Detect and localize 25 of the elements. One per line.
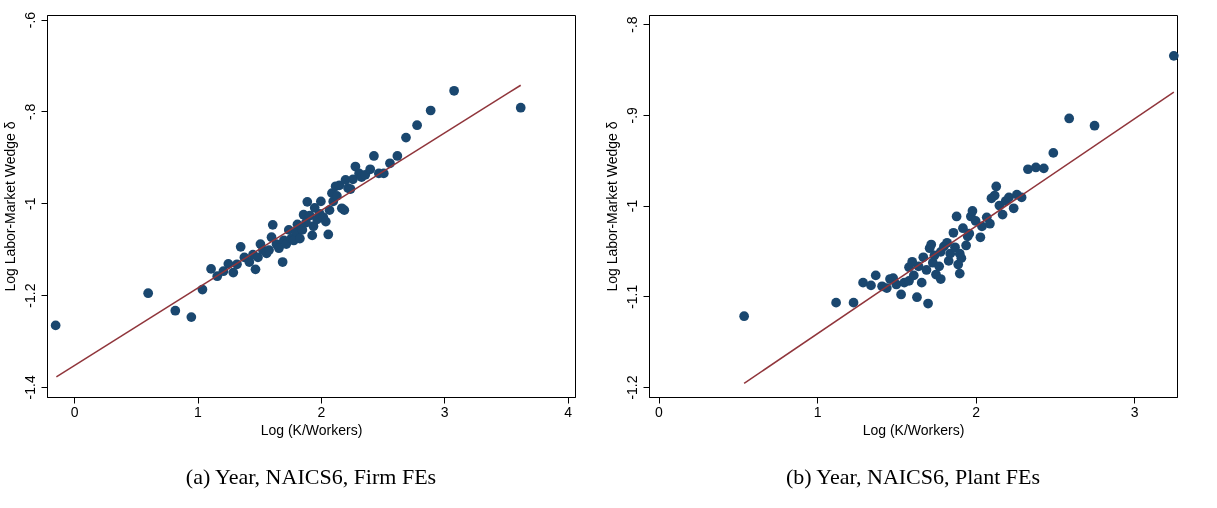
x-tick-label: 1 <box>194 403 203 420</box>
y-tick-label: -.9 <box>623 106 640 124</box>
x-tick-label: 1 <box>813 403 822 420</box>
y-tick-label: -1 <box>623 199 640 213</box>
x-tick-label: 0 <box>655 403 664 420</box>
x-tick-label: 4 <box>564 403 573 420</box>
y-tick-label: -1.1 <box>623 284 640 309</box>
y-tick-label: -1.4 <box>21 375 38 400</box>
y-tick-label: -.8 <box>21 103 38 121</box>
y-tick-label: -1 <box>21 197 38 210</box>
y-tick-label: -1.2 <box>21 283 38 308</box>
text: (b) Year, NAICS6, Plant FEs <box>786 464 1040 489</box>
x-axis-title: Log (K/Workers) <box>260 421 363 438</box>
y-tick-label: -.6 <box>21 11 38 29</box>
x-tick-label: 2 <box>317 403 326 420</box>
y-axis-title: Log Labor-Market Wedge δ <box>1 121 18 292</box>
x-tick-label: 3 <box>440 403 449 420</box>
x-axis-title: Log (K/Workers) <box>862 421 965 438</box>
x-tick-label: 3 <box>1130 403 1139 420</box>
x-tick-label: 2 <box>972 403 981 420</box>
y-tick-label: -1.2 <box>623 375 640 400</box>
y-axis-title: Log Labor-Market Wedge δ <box>603 121 620 292</box>
text: (a) Year, NAICS6, Firm FEs <box>185 464 437 489</box>
x-tick-label: 0 <box>70 403 79 420</box>
y-tick-label: -.8 <box>623 16 640 33</box>
